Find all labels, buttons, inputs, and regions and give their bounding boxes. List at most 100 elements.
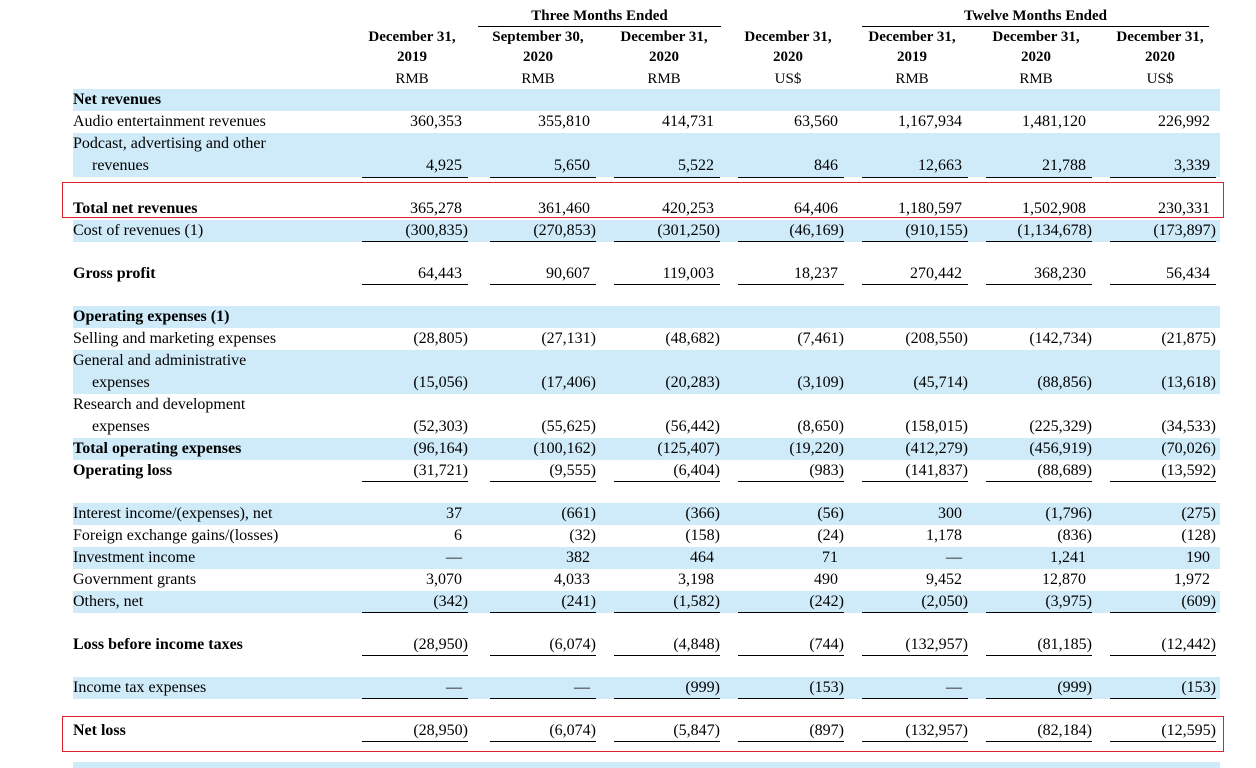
column-header-1: December 31, 2019 RMB — [368, 29, 456, 87]
table-cell-col-6: 1,241 — [1050, 549, 1086, 566]
row-label: Investment income — [73, 549, 196, 566]
row-label: Income tax expenses — [73, 679, 207, 696]
table-cell-col-1: (300,835) — [405, 222, 468, 239]
underline-rule — [986, 481, 1092, 482]
table-cell-col-7: 226,992 — [1158, 113, 1210, 130]
column-header-3: December 31, 2020 RMB — [620, 29, 708, 87]
table-cell-col-3: (48,682) — [665, 330, 720, 347]
table-cell-col-4: (242) — [809, 593, 844, 610]
table-cell-col-2: (17,406) — [541, 374, 596, 391]
table-cell-col-4: (8,650) — [797, 418, 844, 435]
row-label: Foreign exchange gains/(losses) — [73, 527, 279, 544]
row-label: Operating expenses (1) — [73, 308, 230, 325]
table-cell-col-5: (910,155) — [905, 222, 968, 239]
table-cell-col-1: 64,443 — [418, 265, 462, 282]
table-cell-col-6: 1,502,908 — [1022, 200, 1086, 217]
table-cell-col-7: (153) — [1181, 679, 1216, 696]
table-cell-col-1: — — [446, 549, 462, 566]
table-cell-col-6: (836) — [1057, 527, 1092, 544]
table-cell-col-7: 3,339 — [1174, 157, 1210, 174]
table-cell-col-7: 1,972 — [1174, 571, 1210, 588]
table-cell-col-6: (82,184) — [1037, 722, 1092, 739]
table-cell-col-2: (270,853) — [533, 222, 596, 239]
row-label: Total operating expenses — [73, 440, 242, 457]
table-cell-col-2: (9,555) — [549, 462, 596, 479]
underline-rule — [738, 612, 844, 613]
row-band — [73, 547, 1220, 569]
row-label-continued: expenses — [92, 374, 150, 391]
table-cell-col-5: 270,442 — [910, 265, 962, 282]
table-cell-col-7: (70,026) — [1161, 440, 1216, 457]
table-cell-col-1: (28,950) — [413, 636, 468, 653]
underline-rule — [862, 698, 968, 699]
table-cell-col-7: (21,875) — [1161, 330, 1216, 347]
row-band — [73, 677, 1220, 699]
table-cell-col-5: (45,714) — [913, 374, 968, 391]
table-cell-col-5: (141,837) — [905, 462, 968, 479]
table-cell-col-6: (142,734) — [1029, 330, 1092, 347]
table-cell-col-3: 5,522 — [678, 157, 714, 174]
table-row-loss-before-tax: Loss before income taxes (28,950) (6,074) (… — [0, 634, 1256, 656]
table-row-total-opex: Total operating expenses (96,164) (100,162… — [0, 438, 1256, 460]
table-cell-col-5: (208,550) — [905, 330, 968, 347]
table-cell-col-5: — — [946, 549, 962, 566]
table-cell-col-7: 190 — [1186, 549, 1210, 566]
table-cell-col-6: (225,329) — [1029, 418, 1092, 435]
table-cell-col-1: (52,303) — [413, 418, 468, 435]
table-row-net-revenues-header: Net revenues — [0, 89, 1256, 111]
table-cell-col-2: 4,033 — [554, 571, 590, 588]
row-label-continued: expenses — [92, 418, 150, 435]
table-cell-col-1: (342) — [433, 593, 468, 610]
table-cell-col-4: (24) — [817, 527, 844, 544]
table-cell-col-7: 230,331 — [1158, 200, 1210, 217]
underline-rule — [862, 241, 968, 242]
table-cell-col-2: — — [574, 679, 590, 696]
table-row-cost-of-revenues: Cost of revenues (1) (300,835) (270,853) (3… — [0, 220, 1256, 242]
table-cell-col-3: (6,404) — [673, 462, 720, 479]
underline-rule — [862, 177, 968, 178]
table-row-gross-profit: Gross profit 64,443 90,607 119,003 18,237 270… — [0, 263, 1256, 285]
table-cell-col-2: (6,074) — [549, 636, 596, 653]
table-cell-col-4: (3,109) — [797, 374, 844, 391]
column-header-2: September 30, 2020 RMB — [492, 29, 584, 87]
table-cell-col-3: 464 — [690, 549, 714, 566]
table-cell-col-4: (7,461) — [797, 330, 844, 347]
table-row-interest: Interest income/(expenses), net 37 (661) (3… — [0, 503, 1256, 525]
table-cell-col-6: 368,230 — [1034, 265, 1086, 282]
table-cell-col-4: 71 — [822, 549, 838, 566]
table-cell-col-6: (3,975) — [1045, 593, 1092, 610]
table-cell-col-4: (897) — [809, 722, 844, 739]
table-cell-col-2: 382 — [566, 549, 590, 566]
table-cell-col-3: 420,253 — [662, 200, 714, 217]
table-cell-col-7: (12,442) — [1161, 636, 1216, 653]
row-label: Loss before income taxes — [73, 636, 243, 653]
table-row-audio: Audio entertainment revenues 360,353 355,8… — [0, 111, 1256, 133]
table-cell-col-5: 1,178 — [926, 527, 962, 544]
row-label: Gross profit — [73, 265, 156, 282]
table-cell-col-2: (661) — [561, 505, 596, 522]
row-label: Audio entertainment revenues — [73, 113, 266, 130]
table-cell-col-6: 21,788 — [1042, 157, 1086, 174]
table-cell-col-7: 56,434 — [1166, 265, 1210, 282]
row-label: General and administrative — [73, 352, 247, 369]
underline-rule — [490, 655, 596, 656]
table-cell-col-1: 360,353 — [410, 113, 462, 130]
underline-rule — [614, 284, 720, 285]
underline-rule — [738, 481, 844, 482]
row-label: Total net revenues — [73, 200, 198, 217]
row-label: Government grants — [73, 571, 197, 588]
table-cell-col-1: (15,056) — [413, 374, 468, 391]
table-cell-col-1: (31,721) — [413, 462, 468, 479]
table-cell-col-6: (81,185) — [1037, 636, 1092, 653]
underline-rule — [738, 655, 844, 656]
underline-rule — [362, 177, 468, 178]
underline-rule — [362, 698, 468, 699]
underline-rule — [986, 241, 1092, 242]
underline-rule — [362, 284, 468, 285]
table-cell-col-5: (132,957) — [905, 722, 968, 739]
underline-rule — [986, 741, 1092, 742]
underline-rule — [490, 284, 596, 285]
table-cell-col-2: 90,607 — [546, 265, 590, 282]
underline-rule — [490, 241, 596, 242]
table-cell-col-6: 12,870 — [1042, 571, 1086, 588]
